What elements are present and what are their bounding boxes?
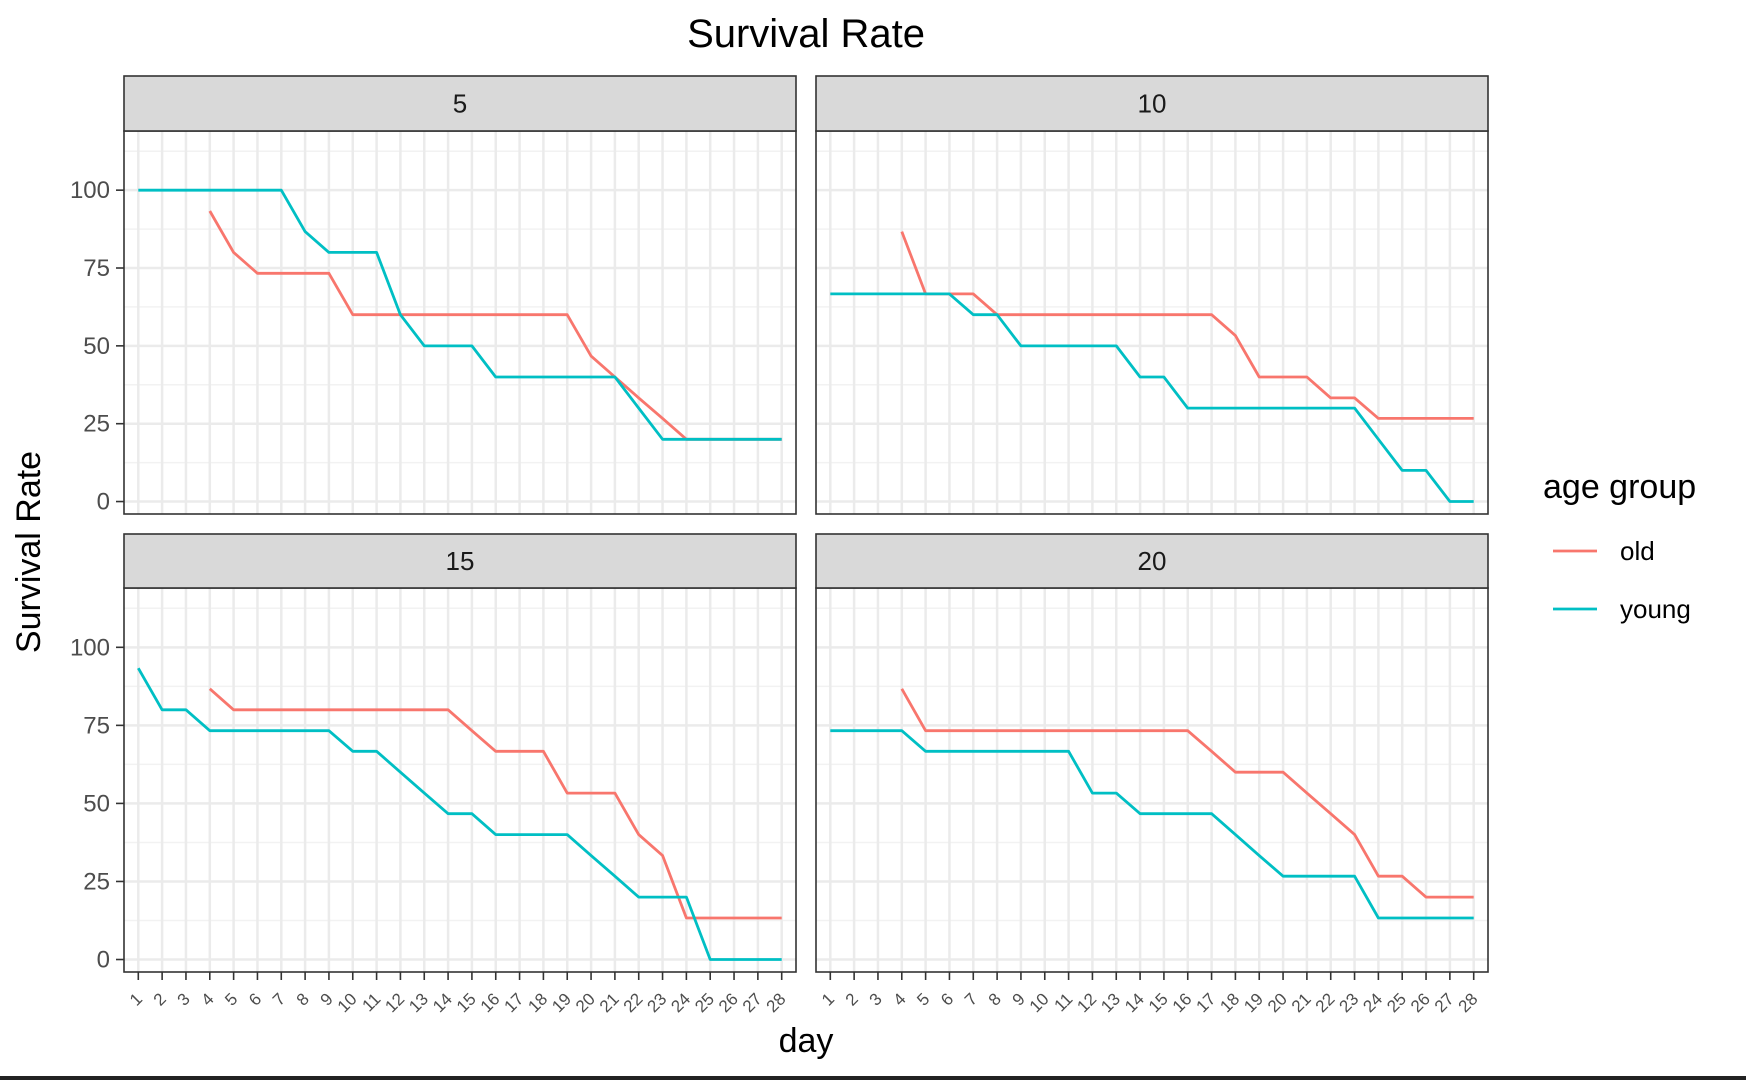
- facet-strip-label: 10: [1138, 89, 1167, 119]
- y-tick-label: 50: [83, 790, 110, 817]
- legend-label-young: young: [1620, 594, 1691, 624]
- x-tick-label: 5: [913, 989, 933, 1009]
- x-tick-label: 2: [842, 989, 862, 1009]
- x-tick-label: 9: [1009, 989, 1029, 1009]
- y-tick-label: 0: [97, 489, 110, 516]
- y-tick-label: 50: [83, 333, 110, 360]
- series-line-young: [137, 667, 782, 961]
- panel-background: [124, 131, 796, 514]
- facet-strip: [815, 75, 1489, 132]
- bottom-rule: [0, 1076, 1746, 1080]
- x-tick-label: 8: [293, 989, 313, 1009]
- facet-strip-label: 15: [446, 546, 475, 576]
- y-tick-label: 25: [83, 411, 110, 438]
- legend-label-old: old: [1620, 536, 1655, 566]
- y-tick-label: 75: [83, 712, 110, 739]
- x-tick-label: 8: [985, 989, 1005, 1009]
- x-tick-label: 4: [889, 989, 909, 1009]
- series-line-young: [830, 729, 1474, 920]
- x-tick-label: 3: [174, 989, 194, 1009]
- x-axis-title: day: [779, 1022, 834, 1060]
- x-tick-label: 1: [818, 989, 838, 1009]
- facet-strip: [123, 75, 797, 132]
- series-line-old: [208, 687, 782, 920]
- x-tick-label: 4: [197, 989, 217, 1009]
- x-tick-label: 10: [1026, 989, 1053, 1016]
- x-tick-label: 6: [245, 989, 265, 1009]
- y-tick-label: 100: [70, 177, 110, 204]
- facet-panel-10: 10: [815, 75, 1489, 515]
- legend-title: age group: [1543, 468, 1696, 506]
- x-tick-label: 9: [317, 989, 337, 1009]
- series-line-young: [830, 292, 1474, 503]
- x-tick-label: 2: [150, 989, 170, 1009]
- y-tick-label: 75: [83, 255, 110, 282]
- x-tick-label: 7: [961, 989, 981, 1009]
- y-tick-label: 0: [97, 947, 110, 974]
- series-line-old: [900, 688, 1474, 899]
- x-tick-label: 28: [1455, 989, 1482, 1016]
- panel-background: [124, 588, 796, 972]
- x-tick-label: 1: [126, 989, 146, 1009]
- x-tick-label: 5: [221, 989, 241, 1009]
- y-tick-label: 100: [70, 634, 110, 661]
- panel-background: [816, 131, 1488, 514]
- legend: age group old young: [1543, 468, 1696, 624]
- facet-strip: [815, 533, 1489, 589]
- x-tick-label: 3: [866, 989, 886, 1009]
- x-tick-label: 10: [334, 989, 361, 1016]
- y-axis-title: Survival Rate: [10, 451, 48, 653]
- panel-background: [816, 588, 1488, 972]
- facet-strip-label: 20: [1138, 546, 1167, 576]
- x-tick-label: 7: [269, 989, 289, 1009]
- x-tick-label: 28: [763, 989, 790, 1016]
- facet-panel-20: 201 2 3 4 5 6 7 8 910111213141516171819202122232…: [815, 533, 1489, 1016]
- series-line-young: [138, 188, 782, 441]
- x-tick-label: 6: [937, 989, 957, 1009]
- facet-strip: [123, 533, 797, 589]
- chart-title: Survival Rate: [687, 12, 925, 56]
- facet-strip-label: 5: [453, 89, 467, 119]
- y-tick-label: 25: [83, 868, 110, 895]
